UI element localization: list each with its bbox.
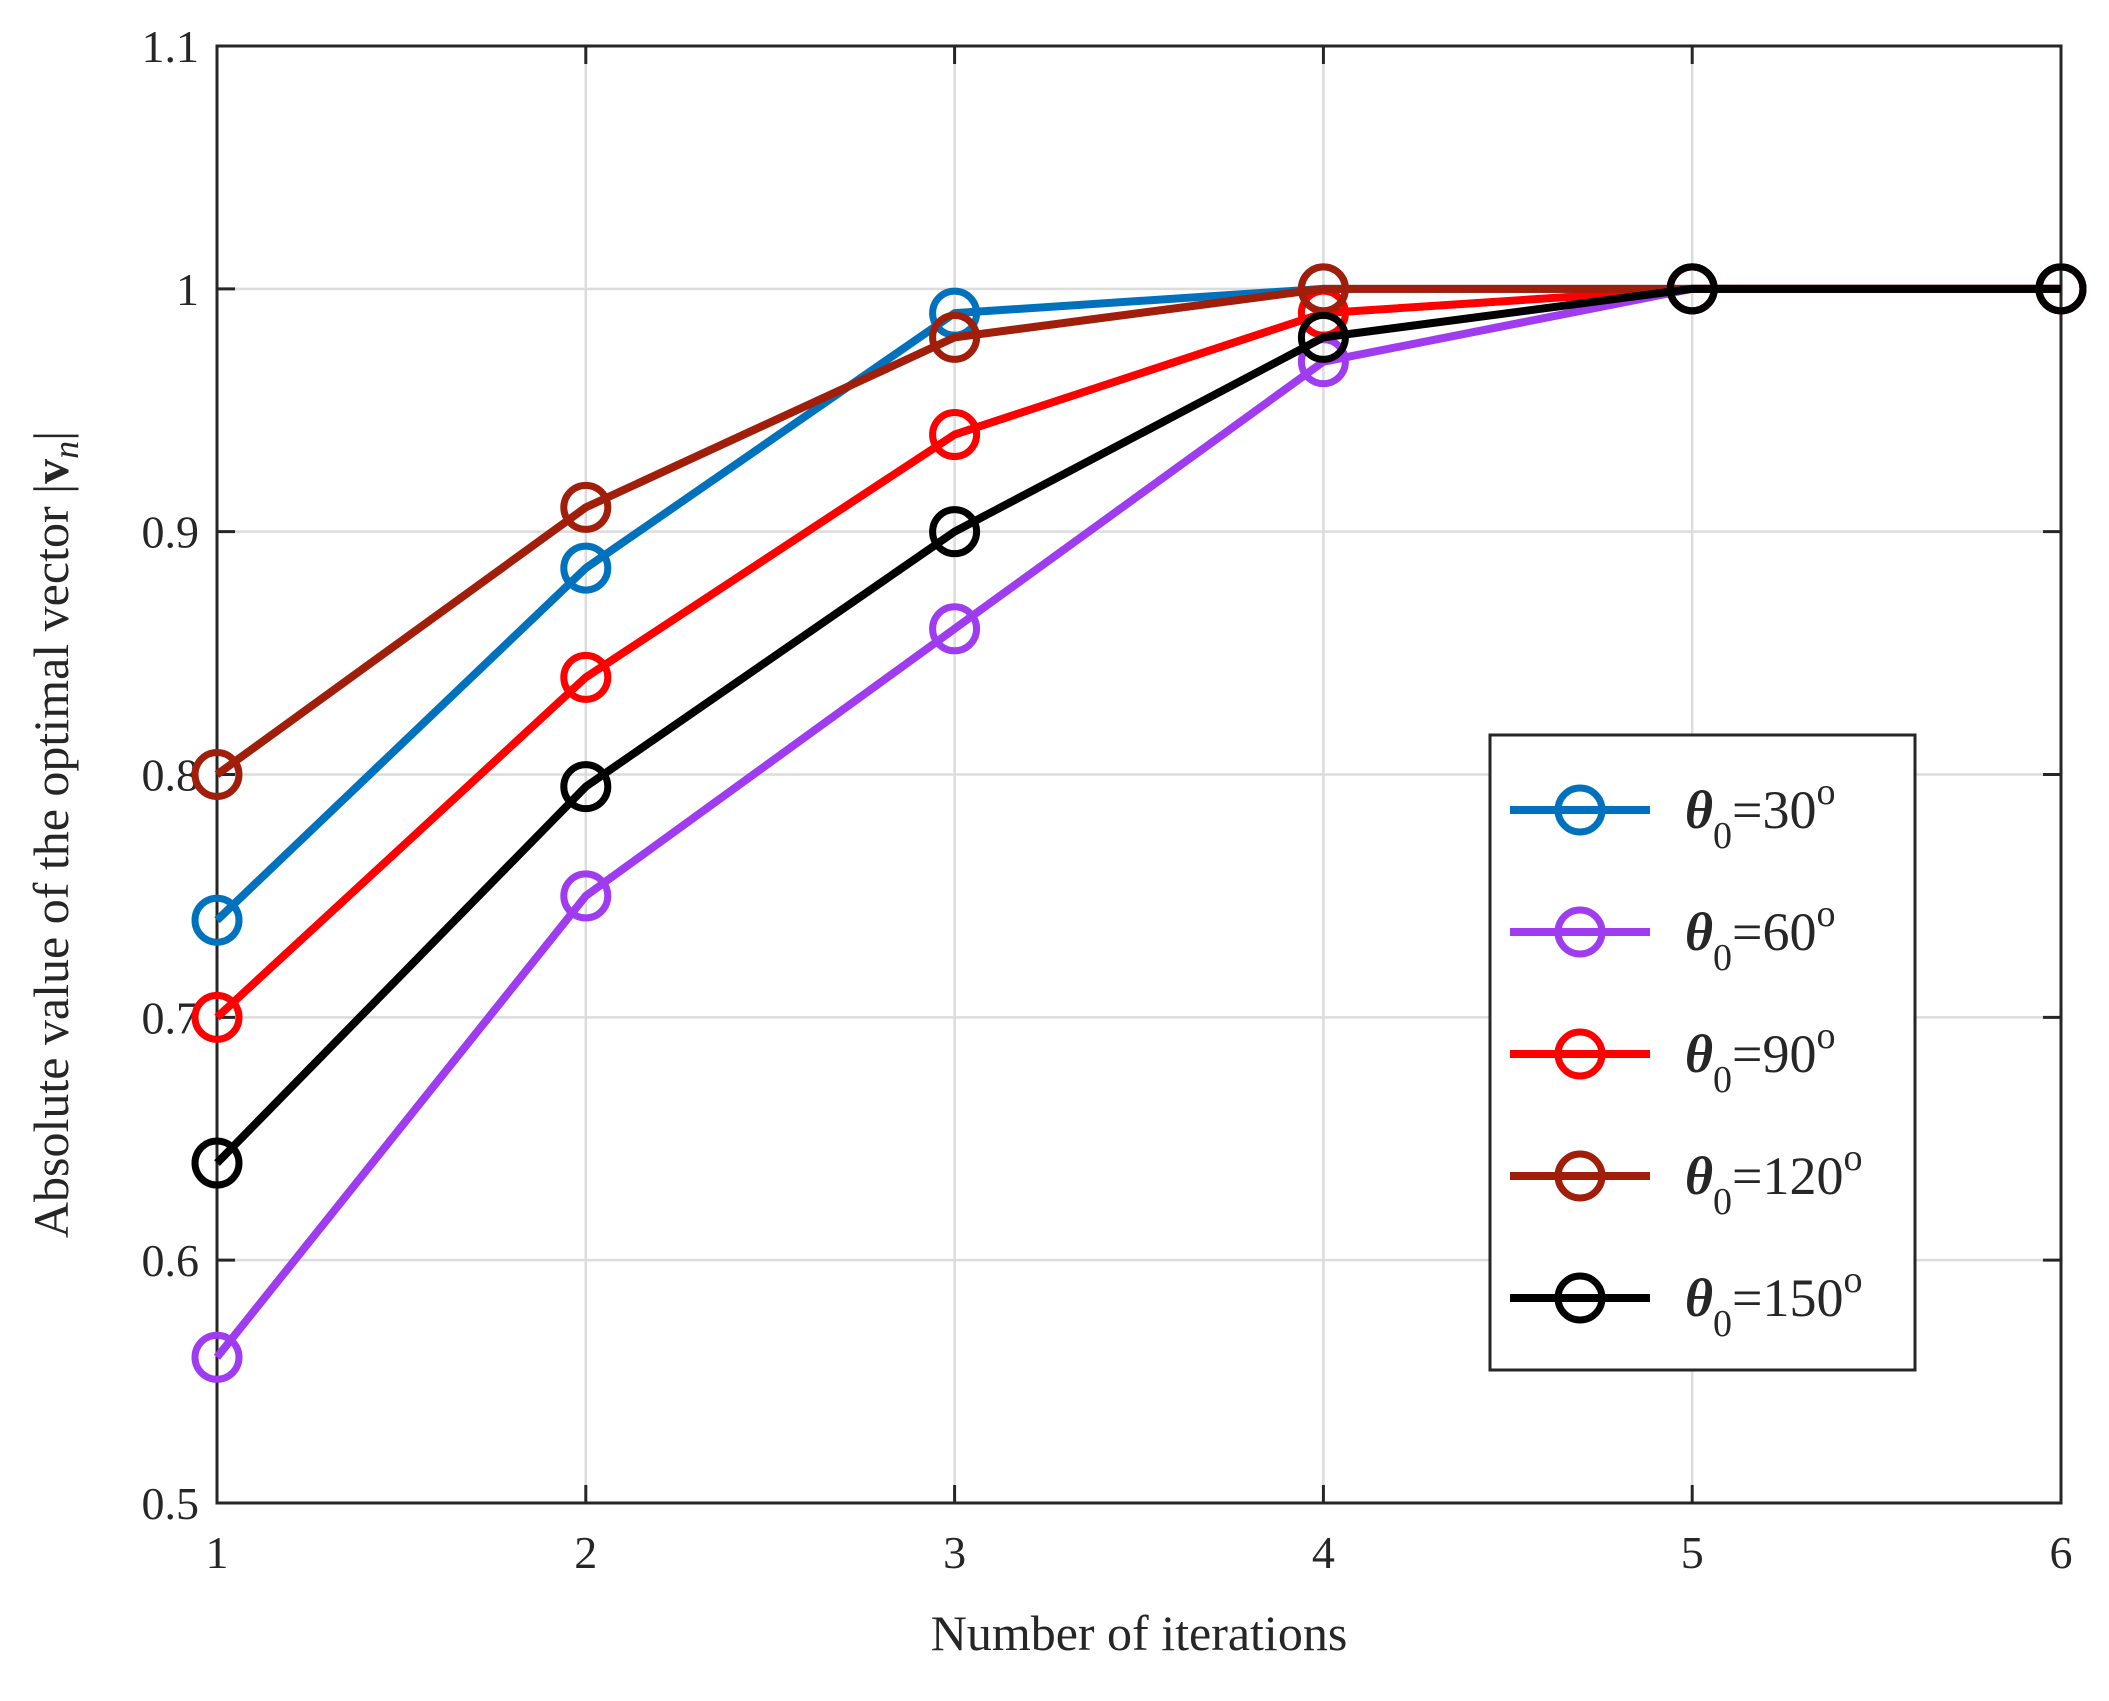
y-tick-label: 0.6 — [142, 1235, 200, 1286]
legend-marker — [1554, 906, 1606, 958]
legend-theta: θ — [1685, 1146, 1713, 1206]
data-point — [560, 870, 612, 922]
x-tick-label: 6 — [2050, 1527, 2073, 1578]
data-point — [191, 1331, 243, 1383]
legend-marker — [1554, 784, 1606, 836]
legend-degree: o — [1817, 893, 1836, 935]
y-tick-label: 1 — [176, 264, 199, 315]
legend-label: θ0=90o — [1685, 1015, 1836, 1101]
data-point — [929, 311, 981, 363]
legend-value: =30 — [1732, 780, 1816, 840]
data-point — [1666, 263, 1718, 315]
legend-value: =120 — [1732, 1146, 1843, 1206]
legend-marker — [1554, 1028, 1606, 1080]
legend-degree: o — [1817, 771, 1836, 813]
x-tick-label: 3 — [943, 1527, 966, 1578]
data-point — [2035, 263, 2087, 315]
legend-subscript: 0 — [1713, 1303, 1732, 1345]
data-point — [560, 761, 612, 813]
y-label-subscript: n — [46, 441, 86, 459]
legend-value: =150 — [1732, 1268, 1843, 1328]
legend-item: θ0=30o — [1510, 771, 1836, 857]
legend-label: θ0=60o — [1685, 893, 1836, 979]
data-point — [191, 894, 243, 946]
legend-subscript: 0 — [1713, 937, 1732, 979]
axis-labels: Number of iterations Absolute value of t… — [23, 431, 1347, 1661]
legend-item: θ0=60o — [1510, 893, 1836, 979]
data-point — [191, 991, 243, 1043]
x-tick-label: 2 — [574, 1527, 597, 1578]
y-tick-label: 0.9 — [142, 507, 200, 558]
y-tick-label: 0.8 — [142, 750, 200, 801]
legend-theta: θ — [1685, 902, 1713, 962]
data-point — [929, 506, 981, 558]
data-point — [191, 1137, 243, 1189]
legend-marker — [1554, 1272, 1606, 1324]
legend-theta: θ — [1685, 1268, 1713, 1328]
x-axis-label: Number of iterations — [931, 1605, 1348, 1661]
y-label-text: Absolute value of the optimal vector | — [23, 484, 79, 1238]
series-lines — [191, 263, 2087, 1383]
y-tick-label: 0.7 — [142, 992, 200, 1043]
legend-label: θ0=150o — [1685, 1259, 1863, 1345]
data-point — [1297, 311, 1349, 363]
legend-item: θ0=120o — [1510, 1137, 1863, 1223]
data-point — [929, 409, 981, 461]
legend-marker — [1554, 1150, 1606, 1202]
legend-subscript: 0 — [1713, 1059, 1732, 1101]
y-tick-label: 0.5 — [142, 1478, 200, 1529]
data-point — [1297, 263, 1349, 315]
data-point — [929, 603, 981, 655]
legend-label: θ0=30o — [1685, 771, 1836, 857]
x-tick-label: 5 — [1681, 1527, 1704, 1578]
legend-subscript: 0 — [1713, 1181, 1732, 1223]
legend-item: θ0=90o — [1510, 1015, 1836, 1101]
legend-degree: o — [1844, 1137, 1863, 1179]
series-4 — [191, 263, 2087, 1189]
data-point — [560, 542, 612, 594]
x-tick-label: 1 — [206, 1527, 229, 1578]
y-label-vector: v — [23, 459, 79, 484]
y-tick-label: 1.1 — [142, 21, 200, 72]
data-point — [560, 651, 612, 703]
legend-value: =90 — [1732, 1024, 1816, 1084]
legend-item: θ0=150o — [1510, 1259, 1863, 1345]
legend-theta: θ — [1685, 1024, 1713, 1084]
series-line — [214, 284, 2061, 1166]
legend-degree: o — [1844, 1259, 1863, 1301]
legend-label: θ0=120o — [1685, 1137, 1863, 1223]
x-tick-label: 4 — [1312, 1527, 1335, 1578]
data-point — [191, 749, 243, 800]
data-point — [560, 481, 612, 533]
y-axis-label: Absolute value of the optimal vector |vn… — [23, 431, 86, 1238]
legend-theta: θ — [1685, 780, 1713, 840]
legend-subscript: 0 — [1713, 815, 1732, 857]
legend-degree: o — [1817, 1015, 1836, 1057]
y-label-closing: | — [23, 431, 79, 441]
legend-value: =60 — [1732, 902, 1816, 962]
